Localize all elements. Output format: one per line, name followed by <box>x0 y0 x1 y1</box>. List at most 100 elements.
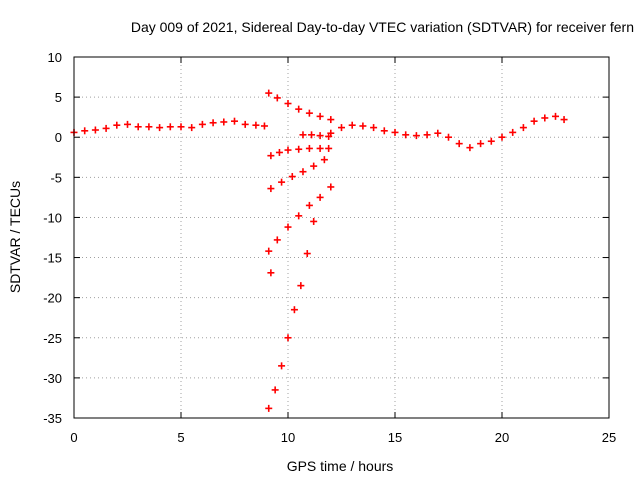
data-point <box>273 94 281 102</box>
x-tick-label: 0 <box>70 430 77 445</box>
data-point <box>402 131 410 139</box>
data-point <box>188 124 196 132</box>
data-point <box>91 126 99 134</box>
data-point <box>325 132 333 140</box>
data-point <box>275 148 283 156</box>
data-points <box>70 89 568 412</box>
data-point <box>102 124 110 132</box>
y-tick-label: 0 <box>55 130 62 145</box>
x-tick-label: 20 <box>495 430 509 445</box>
data-point <box>265 89 273 97</box>
data-point <box>198 120 206 128</box>
x-tick-label: 25 <box>602 430 616 445</box>
data-point <box>260 122 268 130</box>
data-point <box>541 114 549 122</box>
data-point <box>316 144 324 152</box>
data-point <box>466 144 474 152</box>
data-point <box>445 133 452 141</box>
x-axis-label: GPS time / hours <box>287 458 394 474</box>
data-point <box>316 132 324 140</box>
data-point <box>273 236 281 244</box>
data-point <box>252 121 260 129</box>
data-point <box>338 124 345 132</box>
data-point <box>305 109 313 117</box>
data-point <box>560 116 568 124</box>
data-point <box>299 168 307 176</box>
x-tick-label: 10 <box>281 430 295 445</box>
data-point <box>299 131 307 139</box>
data-point <box>316 193 324 201</box>
data-point <box>267 152 275 160</box>
y-tick-label: 10 <box>48 50 62 65</box>
data-point <box>267 269 275 277</box>
y-axis-label: SDTVAR / TECUs <box>7 181 23 293</box>
data-point <box>81 127 89 135</box>
data-point <box>305 144 313 152</box>
data-point <box>455 140 463 148</box>
y-tick-label: -15 <box>43 251 62 266</box>
data-point <box>156 124 164 132</box>
data-point <box>391 128 399 136</box>
data-point <box>284 100 292 108</box>
data-point <box>284 334 292 342</box>
chart-title: Day 009 of 2021, Sidereal Day-to-day VTE… <box>131 19 634 35</box>
data-point <box>145 123 153 131</box>
y-tick-label: -25 <box>43 331 62 346</box>
grid <box>74 57 609 418</box>
data-point <box>177 123 185 131</box>
data-point <box>380 127 388 135</box>
x-tick-label: 5 <box>177 430 184 445</box>
data-point <box>310 162 318 170</box>
data-point <box>288 173 296 181</box>
data-point <box>327 183 335 191</box>
data-point <box>284 223 292 231</box>
data-point <box>477 140 485 148</box>
data-point <box>434 129 442 137</box>
data-point <box>134 123 142 131</box>
data-point <box>412 132 420 140</box>
data-point <box>265 247 273 255</box>
data-point <box>487 137 495 145</box>
data-point <box>530 117 538 125</box>
data-point <box>316 112 324 120</box>
data-point <box>310 217 318 225</box>
data-point <box>359 122 367 130</box>
data-point <box>348 121 356 129</box>
data-point <box>552 112 559 120</box>
y-tick-label: -5 <box>50 170 62 185</box>
data-point <box>124 120 131 128</box>
y-tick-label: -30 <box>43 371 62 386</box>
y-tick-label: -20 <box>43 291 62 306</box>
data-point <box>295 212 303 220</box>
data-point <box>327 116 335 124</box>
data-point <box>295 105 303 113</box>
data-point <box>509 128 517 136</box>
x-tick-label: 15 <box>388 430 402 445</box>
data-point <box>498 133 506 141</box>
data-point <box>297 282 305 290</box>
data-point <box>519 124 527 132</box>
y-tick-label: -35 <box>43 411 62 426</box>
axis-ticks: 0 5 10 15 20 25 10 5 0 -5 -10 -15 -20 -25 -30 -35 <box>43 50 616 445</box>
data-point <box>308 131 316 139</box>
data-point <box>209 119 217 127</box>
data-point <box>305 201 313 209</box>
plot-frame <box>73 56 610 419</box>
data-point <box>220 118 228 126</box>
data-point <box>231 117 238 125</box>
data-point <box>320 156 328 164</box>
data-point <box>290 306 298 314</box>
data-point <box>241 120 249 128</box>
data-point <box>265 404 273 412</box>
data-point <box>278 362 286 370</box>
data-point <box>303 250 311 258</box>
data-point <box>278 178 286 186</box>
data-point <box>295 145 303 153</box>
data-point <box>113 121 121 129</box>
data-point <box>166 123 174 131</box>
y-tick-label: 5 <box>55 90 62 105</box>
data-point <box>370 124 378 132</box>
data-point <box>325 144 333 152</box>
data-point <box>423 131 431 139</box>
